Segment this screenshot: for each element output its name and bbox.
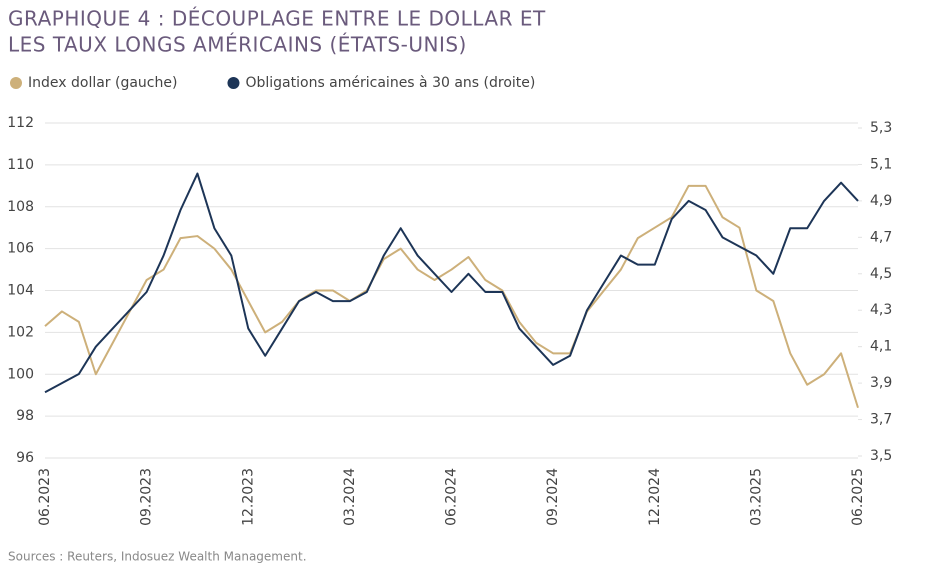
x-tick-label: 09.2023 [139, 468, 155, 526]
x-tick-label: 09.2024 [545, 468, 561, 526]
line-series [44, 172, 859, 394]
y2-tick-label: 3,5 [870, 448, 892, 464]
x-tick-label: 06.2024 [444, 468, 460, 526]
y2-tick-label: 4,3 [870, 302, 892, 318]
legend-marker [227, 77, 240, 89]
x-tick-label: 06.2025 [850, 468, 866, 526]
x-tick-label: 12.2024 [647, 468, 663, 526]
y2-tick-label: 3,9 [870, 375, 892, 391]
y2-tick-label: 5,3 [870, 120, 892, 136]
chart-title: GRAPHIQUE 4 : DÉCOUPLAGE ENTRE LE DOLLAR… [8, 7, 546, 31]
y-tick-label: 112 [7, 115, 34, 131]
chart-title: LES TAUX LONGS AMÉRICAINS (ÉTATS-UNIS) [8, 33, 467, 57]
y-tick-label: 110 [7, 157, 34, 173]
y-tick-label: 106 [7, 241, 34, 257]
x-tick-label: 12.2023 [240, 468, 256, 526]
y-tick-label: 104 [7, 283, 34, 299]
y2-tick-label: 4,7 [870, 229, 892, 245]
y-tick-label: 98 [16, 408, 34, 424]
y-tick-label: 108 [7, 199, 34, 215]
y2-tick-label: 5,1 [870, 156, 892, 172]
y2-tick-label: 4,1 [870, 339, 892, 355]
y2-tick-label: 3,7 [870, 412, 892, 428]
legend-label: Index dollar (gauche) [28, 75, 177, 91]
y2-tick-label: 4,9 [870, 193, 892, 209]
y-tick-label: 100 [7, 366, 34, 382]
y-tick-label: 96 [16, 450, 34, 466]
x-tick-label: 06.2023 [37, 468, 53, 526]
y2-tick-label: 4,5 [870, 266, 892, 282]
x-tick-label: 03.2025 [748, 468, 764, 526]
legend-marker [10, 77, 22, 89]
x-tick-label: 03.2024 [342, 468, 358, 526]
y-tick-label: 102 [7, 324, 34, 340]
legend-label: Obligations américaines à 30 ans (droite… [245, 75, 535, 91]
source: Sources : Reuters, Indosuez Wealth Manag… [8, 550, 307, 564]
line-series [44, 184, 859, 409]
